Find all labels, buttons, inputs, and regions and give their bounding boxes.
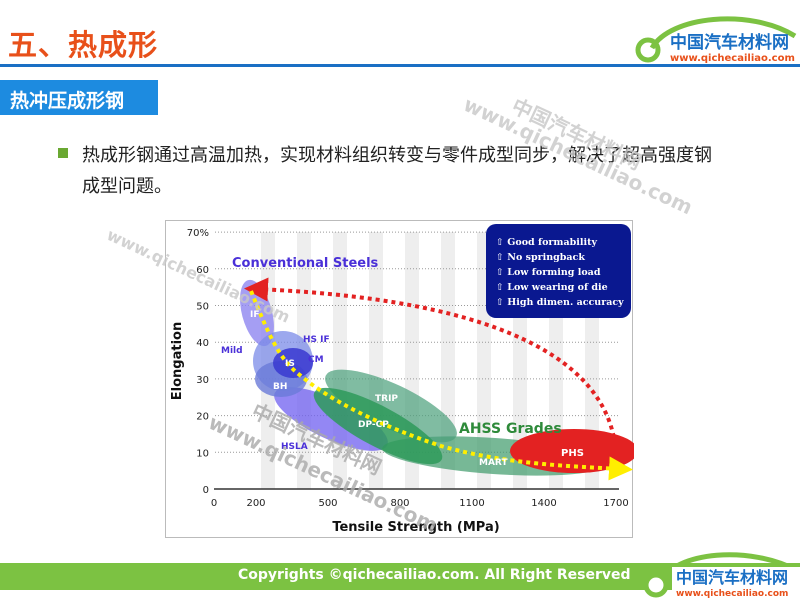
svg-text:MART: MART: [479, 458, 508, 468]
x-tick-label: 1100: [459, 498, 484, 509]
yellow-arrow: [249, 290, 633, 481]
benefit-item: ⇧ High dimen. accuracy: [496, 297, 624, 308]
svg-text:HSLA: HSLA: [281, 442, 308, 452]
footer-logo: 中国汽车材料网 www.qichecailiao.com: [643, 552, 800, 599]
x-tick-label: 1700: [603, 498, 628, 509]
svg-text:TRIP: TRIP: [375, 394, 398, 404]
region-trip: [325, 369, 457, 443]
svg-text:Conventional Steels: Conventional Steels: [232, 256, 379, 271]
svg-text:BH: BH: [273, 382, 287, 392]
y-tick-label: 50: [196, 302, 209, 313]
y-tick-label: 40: [196, 338, 209, 349]
svg-text:www.qichecailiao.com: www.qichecailiao.com: [676, 589, 788, 599]
svg-text:中国汽车材料网: 中国汽车材料网: [676, 568, 788, 587]
svg-text:PHS: PHS: [561, 448, 584, 459]
bullet-text: 热成形钢通过高温加热，实现材料组织转变与零件成型同步，解决了超高强度钢成型问题。: [82, 145, 712, 197]
y-tick-label: 0: [203, 485, 209, 496]
chart-svg: Conventional Steels AHSS Grades IF Mild …: [170, 224, 638, 535]
steel-strength-elongation-chart: Conventional Steels AHSS Grades IF Mild …: [165, 220, 638, 538]
svg-text:Mild: Mild: [221, 346, 243, 356]
x-tick-label: 200: [246, 498, 265, 509]
slide-title: 五、热成形: [8, 28, 159, 62]
y-tick-label: 10: [196, 448, 209, 459]
svg-text:IS: IS: [285, 359, 295, 369]
svg-text:www.qichecailiao.com: www.qichecailiao.com: [670, 53, 795, 64]
site-logo: 中国汽车材料网 www.qichecailiao.com: [635, 16, 797, 64]
section-label: 热冲压成形钢: [0, 80, 158, 115]
svg-text:CM: CM: [308, 355, 324, 365]
benefit-item: ⇧ Low forming load: [496, 267, 601, 278]
x-tick-label: 800: [390, 498, 409, 509]
svg-text:Elongation: Elongation: [170, 322, 185, 400]
header-divider: [0, 64, 800, 67]
svg-text:中国汽车材料网: 中国汽车材料网: [670, 32, 789, 53]
bullet-icon: [58, 148, 68, 158]
red-arrow: [244, 277, 619, 470]
svg-text:IF: IF: [250, 310, 260, 320]
y-tick-label: 20: [196, 412, 209, 423]
x-tick-label: 1400: [531, 498, 556, 509]
y-tick-label: 60: [196, 265, 209, 276]
copyright-text: Copyrights ©qichecailiao.com. All Right …: [238, 567, 631, 583]
region-phs: [510, 429, 638, 473]
svg-text:DP-CP: DP-CP: [358, 420, 389, 430]
benefit-item: ⇧ No springback: [496, 252, 585, 263]
svg-text:Tensile Strength (MPa): Tensile Strength (MPa): [332, 520, 499, 535]
svg-text:HS IF: HS IF: [303, 335, 330, 345]
benefits-box: [486, 224, 631, 318]
y-tick-label: 30: [196, 375, 209, 386]
svg-text:AHSS Grades: AHSS Grades: [459, 421, 562, 437]
x-tick-label: 0: [211, 498, 217, 509]
benefit-item: ⇧ Low wearing of die: [496, 282, 608, 293]
benefit-item: ⇧ Good formability: [496, 237, 597, 248]
y-tick-label: 70%: [187, 228, 209, 239]
x-tick-label: 500: [318, 498, 337, 509]
